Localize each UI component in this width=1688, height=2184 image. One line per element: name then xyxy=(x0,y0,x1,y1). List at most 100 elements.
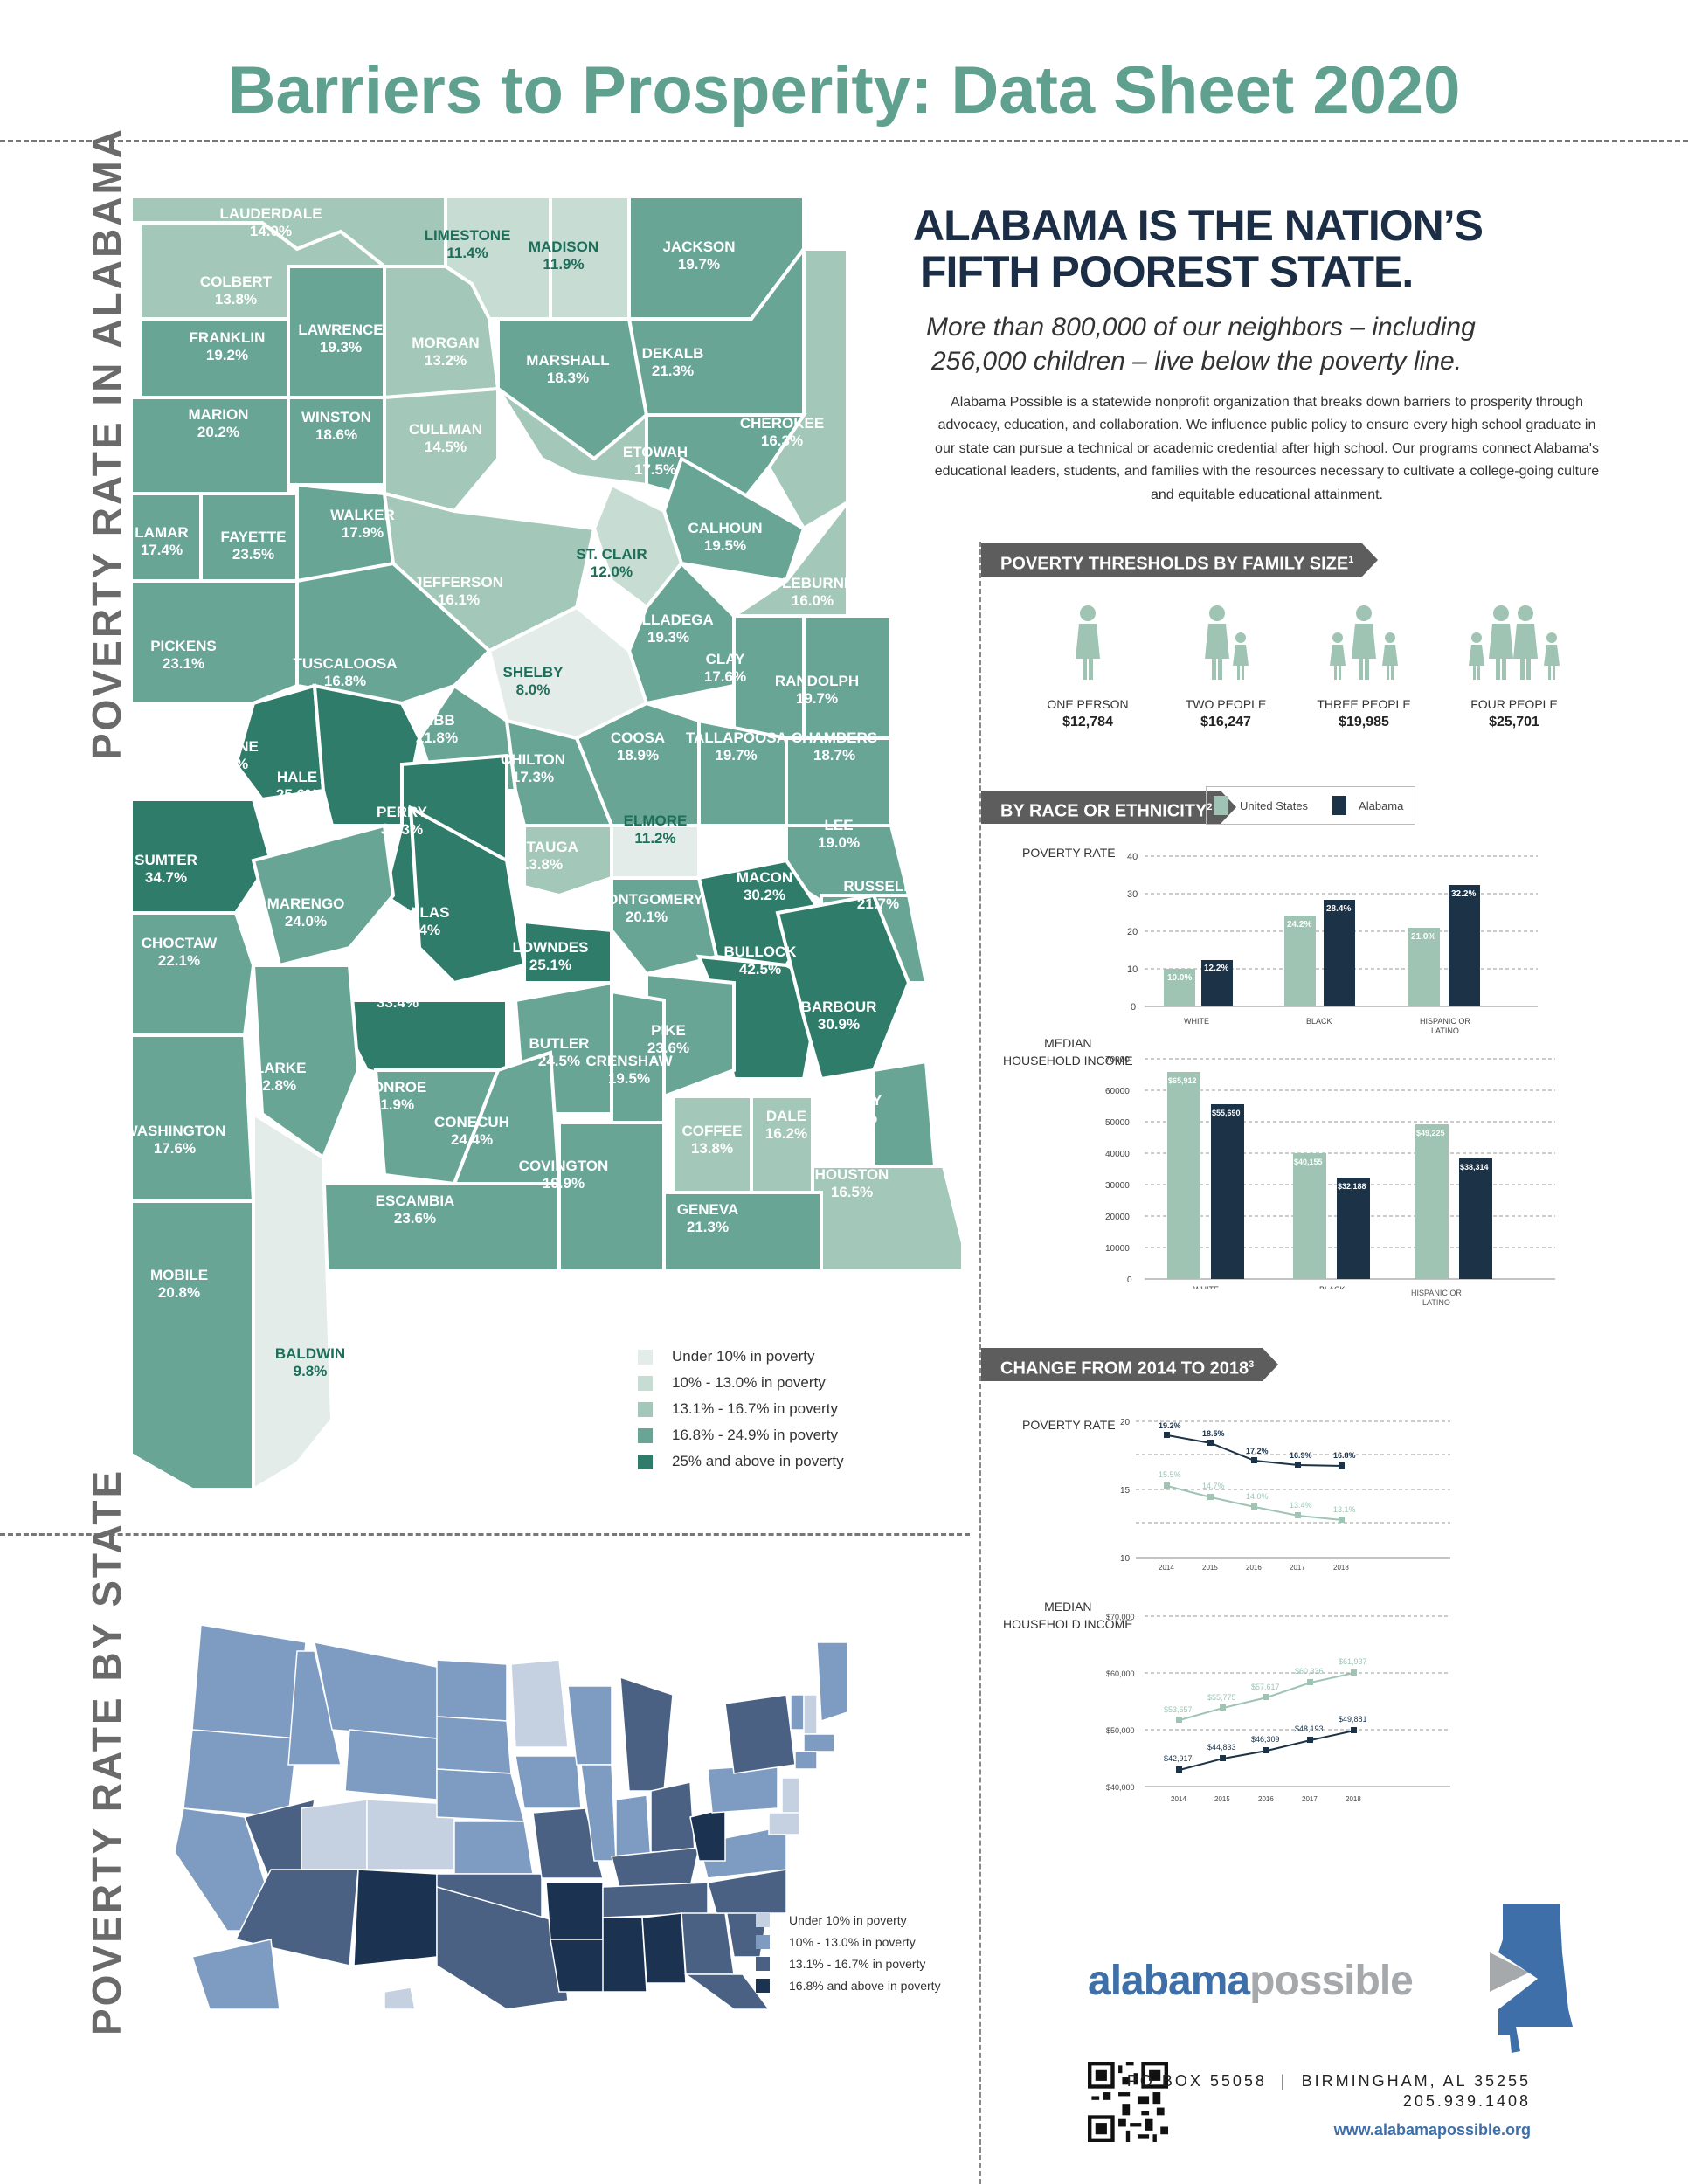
family-value: $19,985 xyxy=(1339,715,1389,729)
legend-label: 10% - 13.0% in poverty xyxy=(789,1934,916,1949)
county-dale: DALE 16.2% xyxy=(764,1108,808,1142)
footnote-marker: 1 xyxy=(1348,555,1354,565)
county-butler: BUTLER 24.5% xyxy=(529,1035,590,1069)
legend-label-us: United States xyxy=(1240,798,1309,812)
legend-item-under-10: Under 10% in poverty xyxy=(638,1344,844,1370)
svg-text:32.2%: 32.2% xyxy=(1451,889,1476,899)
svg-text:WHITE: WHITE xyxy=(1184,1017,1209,1026)
family-two-people: TWO PEOPLE $16,247 xyxy=(1152,603,1300,730)
change-banner: CHANGE FROM 2014 TO 20183 xyxy=(981,1348,1279,1381)
svg-text:$60,000: $60,000 xyxy=(1106,1669,1135,1678)
county-geneva: GENEVA 21.3% xyxy=(676,1201,739,1235)
county-lamar: LAMAR 17.4% xyxy=(135,524,189,558)
svg-text:$65,912: $65,912 xyxy=(1168,1076,1197,1085)
county-bibb: BIBB 21.8% xyxy=(415,712,459,746)
county-coffee: COFFEE 13.8% xyxy=(681,1123,743,1157)
county-lauderdale: LAUDERDALE 14.0% xyxy=(219,205,322,239)
county-jackson: JACKSON 19.7% xyxy=(662,238,736,273)
svg-text:2016: 2016 xyxy=(1246,1564,1262,1572)
legend-swatch xyxy=(638,1401,653,1417)
legend-item-13-16: 13.1% - 16.7% in poverty xyxy=(638,1396,844,1422)
county-houston: HOUSTON 16.5% xyxy=(814,1166,889,1200)
county-lowndes: LOWNDES 25.1% xyxy=(512,939,589,973)
county-wilcox: WILCOX 33.4% xyxy=(368,977,427,1011)
svg-text:$60,336: $60,336 xyxy=(1295,1667,1324,1676)
four-people-icon xyxy=(1469,605,1560,680)
us-map-shape xyxy=(174,1624,848,2010)
banner-text: CHANGE FROM 2014 TO 2018 xyxy=(1000,1358,1249,1379)
county-mobile: MOBILE 20.8% xyxy=(149,1267,209,1301)
family-four-people: FOUR PEOPLE $25,701 xyxy=(1440,603,1588,730)
county-coosa: COOSA 18.9% xyxy=(610,729,666,764)
person-icon xyxy=(1076,605,1100,680)
county-pickens: PICKENS 23.1% xyxy=(150,638,217,672)
three-people-icon xyxy=(1330,605,1398,680)
mission-paragraph: Alabama Possible is a statewide nonprofi… xyxy=(934,395,1600,502)
subheadline: More than 800,000 of our neighbors – inc… xyxy=(926,310,1476,378)
svg-text:2016: 2016 xyxy=(1258,1795,1274,1803)
county-marengo: MARENGO 24.0% xyxy=(266,895,345,930)
legend-swatch xyxy=(638,1375,653,1391)
county-bullock: BULLOCK 42.5% xyxy=(723,943,797,978)
thresholds-banner: POVERTY THRESHOLDS BY FAMILY SIZE1 xyxy=(981,543,1379,577)
county-crenshaw: CRENSHAW 19.5% xyxy=(585,1053,673,1087)
county-escambia: ESCAMBIA 23.6% xyxy=(375,1192,455,1227)
svg-text:$55,775: $55,775 xyxy=(1207,1693,1236,1702)
county-randolph: RANDOLPH 19.7% xyxy=(774,673,860,707)
county-clay: CLAY 17.6% xyxy=(703,651,747,685)
county-limestone: LIMESTONE 11.4% xyxy=(424,227,511,261)
svg-text:16.9%: 16.9% xyxy=(1290,1451,1312,1460)
top-divider xyxy=(0,140,1688,142)
county-montgomery: MONTGOMERY 20.1% xyxy=(594,891,703,925)
county-shelby: SHELBY 8.0% xyxy=(502,664,564,698)
legend-label: Under 10% in poverty xyxy=(789,1912,907,1927)
svg-text:16.8%: 16.8% xyxy=(1333,1451,1356,1460)
svg-text:$49,225: $49,225 xyxy=(1416,1129,1445,1137)
svg-text:14.0%: 14.0% xyxy=(1246,1492,1269,1501)
svg-text:10.0%: 10.0% xyxy=(1167,973,1192,983)
svg-text:13.4%: 13.4% xyxy=(1290,1501,1312,1510)
county-madison: MADISON 11.9% xyxy=(528,238,599,273)
svg-text:$48,193: $48,193 xyxy=(1295,1724,1324,1733)
two-people-icon xyxy=(1205,605,1249,680)
legend-item-10-13: 10% - 13.0% in poverty xyxy=(756,1931,941,1952)
website-link[interactable]: www.alabamapossible.org xyxy=(1333,2121,1531,2139)
banner-text: BY RACE OR ETHNICITY xyxy=(1000,801,1207,821)
race-legend: United States Alabama xyxy=(1206,786,1415,825)
svg-text:2015: 2015 xyxy=(1202,1564,1218,1572)
county-perry: PERRY 35.3% xyxy=(377,804,427,838)
svg-text:13.1%: 13.1% xyxy=(1333,1505,1356,1514)
county-cherokee: CHEROKEE 16.3% xyxy=(739,415,825,449)
county-winston: WINSTON 18.6% xyxy=(301,409,371,443)
logo-text-possible: possible xyxy=(1249,1958,1414,2004)
svg-text:60000: 60000 xyxy=(1105,1087,1130,1096)
county-chambers: CHAMBERS 18.7% xyxy=(791,729,878,764)
county-russell: RUSSELL 21.7% xyxy=(843,878,913,912)
county-cleburne: CLEBURNE 16.0% xyxy=(771,575,854,609)
svg-text:2014: 2014 xyxy=(1159,1564,1174,1572)
county-choctaw: CHOCTAW 22.1% xyxy=(141,935,218,969)
us-state-map xyxy=(174,1590,961,2010)
hispanic-axis-label: HISPANIC OR LATINO xyxy=(1411,1289,1462,1307)
county-tallapoosa: TALLAPOOSA 19.7% xyxy=(686,729,787,764)
county-sumter: SUMTER 34.7% xyxy=(135,852,197,886)
legend-swatch xyxy=(638,1454,653,1469)
county-st-clair: ST. CLAIR 12.0% xyxy=(576,546,647,580)
svg-text:BLACK: BLACK xyxy=(1319,1285,1346,1289)
family-three-people: THREE PEOPLE $19,985 xyxy=(1290,603,1438,730)
svg-text:$50,000: $50,000 xyxy=(1106,1726,1135,1735)
footnote-marker: 3 xyxy=(1249,1359,1255,1370)
address-text: PO BOX 55058 | BIRMINGHAM, AL 35255 xyxy=(1126,2072,1531,2090)
county-etowah: ETOWAH 17.5% xyxy=(622,444,688,478)
county-morgan: MORGAN 13.2% xyxy=(412,335,480,369)
qr-code[interactable] xyxy=(1088,2062,1168,2142)
county-lawrence: LAWRENCE 19.3% xyxy=(298,321,384,356)
county-calhoun: CALHOUN 19.5% xyxy=(688,520,763,554)
svg-text:2018: 2018 xyxy=(1333,1564,1349,1572)
race-poverty-label: POVERTY RATE xyxy=(1022,846,1116,860)
county-talladega: TALLADEGA 19.3% xyxy=(623,612,714,646)
middle-divider xyxy=(0,1533,970,1536)
change-income-chart: $70,000 $60,000 $50,000 $40,000 $53,657 $55,… xyxy=(1106,1613,1450,1803)
alabama-swatch xyxy=(1332,796,1347,815)
